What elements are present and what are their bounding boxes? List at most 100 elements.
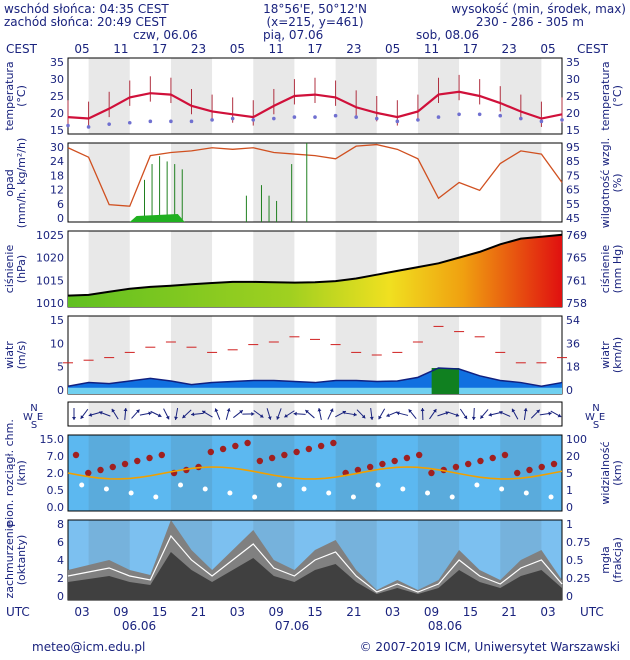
cloud-mid-line <box>67 534 563 593</box>
top-hour-label: 05 <box>385 42 401 56</box>
tick-label: 12 <box>50 184 64 197</box>
cloud-base-point <box>85 469 92 477</box>
contact-email[interactable]: meteo@icm.edu.pl <box>32 640 146 654</box>
panel-winddir <box>67 401 563 427</box>
wind-arrow <box>479 409 489 419</box>
bottom-hour-label: 03 <box>385 605 401 619</box>
pressure-axis-label-left: ciśnienie (hPa) <box>3 244 28 294</box>
wind-arrow <box>429 408 437 420</box>
bottom-hour-label: 15 <box>307 605 323 619</box>
tick-label: 0 <box>57 384 64 397</box>
utc-label-left: UTC <box>6 605 30 619</box>
wind-arrow <box>499 410 511 417</box>
wind-arrow <box>305 409 315 419</box>
bottom-hour-label: 03 <box>540 605 556 619</box>
wind-arrow <box>335 410 347 418</box>
dewpoint-point <box>189 119 194 124</box>
cloud-base-point <box>330 439 337 447</box>
arrow-head <box>80 415 85 419</box>
cloud-base-point <box>415 451 423 459</box>
cloud-base-point <box>232 442 239 450</box>
wind-arrow <box>242 411 255 416</box>
time-band <box>170 143 213 222</box>
tick-label: 35 <box>566 56 580 69</box>
tick-label: 100 <box>566 433 587 446</box>
arrow-head <box>471 416 476 420</box>
tick-label: 0 <box>566 384 573 397</box>
arrow-head <box>202 410 206 415</box>
dewpoint-point <box>457 112 461 117</box>
tick-label: 1015 <box>36 274 64 287</box>
dewpoint-point <box>374 116 379 121</box>
tick-label: 4 <box>57 554 64 567</box>
pressure-axis-label-right: ciśnienie (mm Hg) <box>599 244 624 294</box>
cloud-base-point <box>428 469 435 477</box>
wind-arrow <box>459 408 468 420</box>
dewpoint-point <box>86 125 91 129</box>
arrow-head <box>361 414 366 419</box>
wind-arrow <box>201 410 213 418</box>
cloud-base-point <box>526 466 533 474</box>
fog-point <box>449 494 455 500</box>
fog-point <box>375 482 381 488</box>
arrow-head <box>88 412 93 417</box>
time-band <box>417 143 460 222</box>
dewpoint-point <box>560 118 564 122</box>
top-hour-label: 17 <box>152 42 168 56</box>
dewpoint-point <box>66 123 70 128</box>
visibility-axis-label-right: widzialność (km) <box>599 441 624 505</box>
cloud-base-point <box>305 445 313 453</box>
wind-arrow <box>98 411 111 417</box>
tick-label: 0 <box>57 590 64 603</box>
tick-label: 85 <box>566 155 580 168</box>
arrow-head <box>111 408 116 413</box>
wind-arrow <box>266 408 272 420</box>
arrow-head <box>293 411 297 416</box>
top-hour-label: 05 <box>74 42 90 56</box>
wind-arrow <box>386 411 398 418</box>
arrow-head <box>455 413 460 417</box>
arrow-head <box>369 416 374 420</box>
cloud-base-point <box>146 454 153 462</box>
arrow-head <box>239 410 243 414</box>
bottom-hour-label: 09 <box>113 605 129 619</box>
arrow-head <box>433 409 437 413</box>
wind-arrow <box>174 408 179 420</box>
wind-axis-label-right: wiatr (km/h) <box>599 336 624 374</box>
time-band <box>500 402 542 426</box>
panel-visibility <box>67 434 563 512</box>
arrow-head <box>157 413 162 418</box>
bottom-hour-label: 09 <box>423 605 440 619</box>
wind-arrow <box>523 407 528 421</box>
arrow-head <box>420 408 425 412</box>
tick-label: 25 <box>50 90 64 103</box>
top-hour-label: 23 <box>346 42 362 56</box>
panel-background <box>68 402 562 426</box>
arrow-head <box>488 412 492 417</box>
wind-arrow <box>139 411 152 416</box>
tick-label: 1025 <box>36 229 64 242</box>
arrow-head <box>136 409 140 414</box>
cloud-base-point <box>134 457 141 465</box>
dewpoint-point <box>539 119 544 124</box>
wind-arrow <box>396 411 409 416</box>
compass-label-n: N <box>592 403 599 414</box>
fog-point <box>178 482 184 488</box>
wind-arrow <box>408 409 417 419</box>
precip-axis-label-left: opad (mm/h, kg/m²/h) <box>3 137 28 228</box>
visibility-line <box>67 466 563 480</box>
tick-label: 30 <box>50 73 64 86</box>
dewpoint-point <box>313 115 317 119</box>
arrow-head <box>226 408 231 412</box>
tick-label: 30 <box>566 73 580 86</box>
time-band <box>335 143 377 222</box>
time-band <box>170 402 213 426</box>
wind-arrow <box>369 407 374 421</box>
arrow-head <box>284 413 288 418</box>
tick-label: 35 <box>50 56 64 69</box>
wind-arrow <box>123 407 128 421</box>
panel-frame <box>67 57 563 135</box>
tick-label: 5 <box>566 467 573 480</box>
panel-frame <box>67 401 563 427</box>
tick-label: 1020 <box>36 252 64 265</box>
